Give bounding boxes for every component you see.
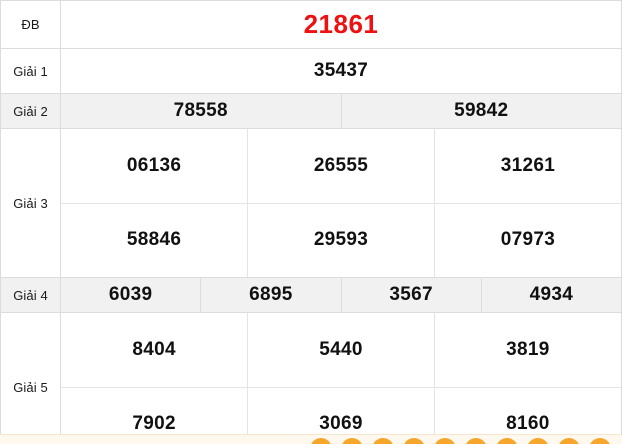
- prize-value-giai-5-2: 5440: [247, 313, 435, 388]
- table-row-giai-5: Giải 5 8404 5440 3819 7902 3069: [0, 312, 622, 444]
- prize-value-giai-5-3: 3819: [433, 313, 621, 388]
- prize-value-giai-2-1: 78558: [60, 93, 342, 129]
- row-label-giai-3: Giải 3: [0, 128, 61, 278]
- table-row-giai-4: Giải 4 6039 6895 3567 4934: [0, 277, 622, 313]
- prize-inner-row: 58846 29593 07973: [61, 203, 621, 277]
- table-row-db: ĐB 21861: [0, 0, 622, 49]
- orange-circle-icon: [341, 438, 363, 444]
- orange-circle-icon: [465, 438, 487, 444]
- prize-value-giai-1-1: 35437: [60, 48, 622, 94]
- prize-value-giai-3-1: 06136: [61, 129, 248, 204]
- orange-circle-icon: [589, 438, 611, 444]
- orange-circle-icon: [434, 438, 456, 444]
- prize-value-giai-3-3: 31261: [433, 129, 621, 204]
- row-label-db: ĐB: [0, 0, 61, 49]
- table-row-giai-3: Giải 3 06136 26555 31261 58846 29593: [0, 128, 622, 278]
- prize-value-giai-4-1: 6039: [59, 277, 202, 313]
- prize-value-giai-3-2: 26555: [247, 129, 435, 204]
- prize-value-giai-4-2: 6895: [200, 277, 342, 313]
- orange-circle-icon: [558, 438, 580, 444]
- orange-circle-icon: [527, 438, 549, 444]
- row-label-giai-4: Giải 4: [0, 277, 61, 313]
- prize-value-giai-4-3: 3567: [340, 277, 482, 313]
- prize-value-giai-2-2: 59842: [340, 93, 622, 129]
- orange-circle-icon: [403, 438, 425, 444]
- prize-value-db-1: 21861: [60, 0, 622, 49]
- prize-value-giai-3-5: 29593: [247, 203, 435, 277]
- row-label-giai-2: Giải 2: [0, 93, 61, 129]
- prize-grid-giai-5: 8404 5440 3819 7902 3069 8160: [60, 312, 622, 444]
- orange-circle-icon: [310, 438, 332, 444]
- row-label-giai-1: Giải 1: [0, 48, 61, 94]
- bottom-decoration-strip: [0, 434, 622, 444]
- row-label-giai-5: Giải 5: [0, 312, 61, 444]
- prize-value-giai-4-4: 4934: [480, 277, 622, 313]
- prize-value-giai-3-6: 07973: [433, 203, 621, 277]
- orange-circle-icon: [372, 438, 394, 444]
- table-row-giai-1: Giải 1 35437: [0, 48, 622, 94]
- prize-value-giai-5-4: 7902: [132, 413, 176, 435]
- prize-grid-giai-3: 06136 26555 31261 58846 29593 07973: [60, 128, 622, 278]
- prize-inner-table-giai-3: 06136 26555 31261 58846 29593 07973: [61, 129, 621, 277]
- table-row-giai-2: Giải 2 78558 59842: [0, 93, 622, 129]
- orange-circle-icon: [496, 438, 518, 444]
- prize-inner-row: 8404 5440 3819: [61, 313, 621, 388]
- prize-inner-table-giai-5: 8404 5440 3819 7902 3069 8160: [61, 313, 621, 444]
- prize-value-giai-3-4: 58846: [126, 229, 182, 251]
- prize-value-giai-5-1: 8404: [61, 313, 248, 388]
- prize-inner-row: 06136 26555 31261: [61, 129, 621, 204]
